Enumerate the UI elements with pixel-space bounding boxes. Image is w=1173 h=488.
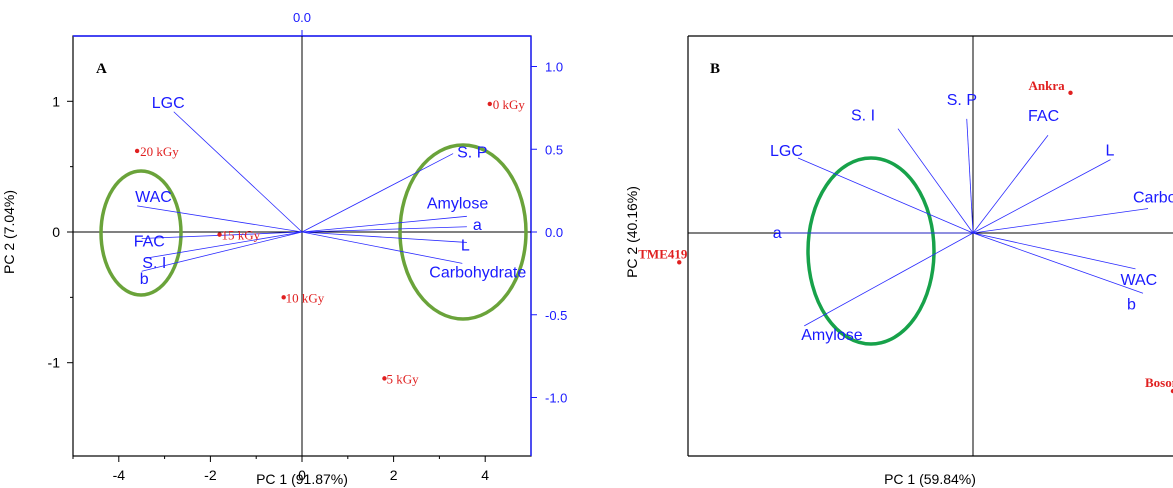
panel-b-point-bosom-nsia xyxy=(1170,388,1173,394)
panel-a-loading-label-carbohydrate: Carbohydrate xyxy=(429,264,526,281)
panel-a-point-label-15-kgy: 15 kGy xyxy=(222,228,261,243)
panel-a-loading-vector-lgc xyxy=(173,111,303,233)
panel-a-loading-vector-s-i xyxy=(146,231,303,259)
panel-a-loading-vector-a xyxy=(301,226,467,233)
panel-b-loading-label-b: b xyxy=(1127,296,1136,313)
panel-a-top-tick: 0.0 xyxy=(293,10,311,25)
panel-b-loading-label-a: a xyxy=(773,225,782,242)
panel-a-point-0-kgy xyxy=(487,101,492,107)
panel-a-loading-vector-wac xyxy=(137,205,303,233)
panel-b-loading-label-wac: WAC xyxy=(1121,272,1158,289)
panel-b-loading-vector-s-i xyxy=(897,128,974,234)
panel-a-loading-vector-b xyxy=(141,231,303,272)
panel-a-loading-label-amylose: Amylose xyxy=(427,195,488,212)
panel-a-loading-vector-s-p xyxy=(301,153,454,233)
panel-b-point-tme419 xyxy=(677,260,682,265)
panel-a-point-label-10-kgy: 10 kGy xyxy=(286,290,325,305)
panel-a-loading-label-b: b xyxy=(140,271,149,288)
panel-b-loading-vector-l xyxy=(972,159,1111,234)
panel-b-loading-vector-carbohydrate xyxy=(972,208,1149,234)
panel-b-loading-label-fac: FAC xyxy=(1028,108,1059,125)
panel-a-point-15-kgy xyxy=(217,232,222,237)
panel-a-y-tick-label: 0 xyxy=(52,224,60,240)
panel-a-loading-vector-fac xyxy=(141,231,303,239)
panel-a-loading-label-fac: FAC xyxy=(134,234,165,251)
panel-a-x-tick-label: -2 xyxy=(204,467,217,483)
panel-a-right-tick-label: -1.0 xyxy=(545,391,567,406)
panel-b-loading-vector-s-p xyxy=(966,118,974,234)
panel-b-label: B xyxy=(710,61,720,77)
panel-b-ellipse xyxy=(806,156,936,346)
panel-a-loading-label-s-i: S. I xyxy=(142,255,166,272)
panel-b: B PC 1 (59.84%) PC 2 (40.16%) LGC a Amylos… xyxy=(624,35,1173,487)
panel-a-loading-label-lgc: LGC xyxy=(152,95,185,112)
panel-b-ylabel: PC 2 (40.16%) xyxy=(624,186,640,278)
panel-a-right-ellipse xyxy=(398,143,528,321)
panel-a-point-10-kgy xyxy=(281,295,286,300)
panel-a-left-ellipse xyxy=(99,169,183,297)
panel-a-x-tick-label: -4 xyxy=(113,467,126,483)
panel-a-loading-vector-carbohydrate xyxy=(301,231,463,264)
panel-b-loading-vector-amylose xyxy=(804,232,974,327)
panel-a-ylabel: PC 2 (7.04%) xyxy=(1,190,17,274)
panel-a-right-tick-label: 1.0 xyxy=(545,60,563,75)
panel-b-loading-label-l: L xyxy=(1106,143,1115,160)
panel-b-loading-label-carbohydrate: Carbohydrate xyxy=(1133,190,1173,207)
panel-b-loading-vector-wac xyxy=(972,232,1136,270)
panel-b-point-label-tme419: TME419 xyxy=(638,246,688,261)
panel-a-label: A xyxy=(96,61,107,77)
panel-a-point-5-kgy xyxy=(382,376,387,381)
panel-a-x-tick-label: 0 xyxy=(298,467,306,483)
panel-b-loading-vector-fac xyxy=(972,134,1049,234)
panel-a-point-label-5-kgy: 5 kGy xyxy=(386,371,419,386)
panel-a-y-tick-label: 1 xyxy=(52,93,60,109)
panel-b-point-ankra xyxy=(1068,90,1073,96)
panel-b-loading-label-amylose: Amylose xyxy=(801,327,862,344)
panel-b-loading-vector-b xyxy=(972,232,1144,294)
panel-b-loading-vector-lgc xyxy=(797,157,974,234)
panel-a-right-tick-label: -0.5 xyxy=(545,308,567,323)
panel-a-right-tick-label: 0.5 xyxy=(545,142,563,157)
panel-a-point-20-kgy xyxy=(134,148,140,154)
panel-a-loading-label-a: a xyxy=(473,217,482,234)
panel-a-loading-label-s-p: S. P xyxy=(457,145,487,162)
panel-a-loading-vector-amylose xyxy=(301,215,467,233)
panel-a-loading-vector-l xyxy=(301,231,467,243)
panel-b-point-label-ankra: Ankra xyxy=(1029,78,1066,93)
panel-a-point-label-0-kgy: 0 kGy xyxy=(493,97,526,112)
panel-a-xlabel: PC 1 (91.87%) xyxy=(256,471,348,487)
panel-b-loading-label-lgc: LGC xyxy=(770,143,803,160)
panel-a-loading-label-wac: WAC xyxy=(135,189,172,206)
panel-b-loading-label-s-p: S. P xyxy=(947,92,977,109)
panel-b-xlabel: PC 1 (59.84%) xyxy=(884,471,976,487)
panel-b-loading-label-s-i: S. I xyxy=(851,108,875,125)
panel-a-x-tick-label: 4 xyxy=(481,467,489,483)
panel-a-point-label-20-kgy: 20 kGy xyxy=(140,144,179,159)
panel-a-loading-label-l: L xyxy=(461,237,470,254)
panel-b-point-label-bosom-nsia: Bosom nsia xyxy=(1145,375,1173,390)
panel-a-y-tick-label: -1 xyxy=(48,355,61,371)
panel-a: A 0.0 PC 1 (91.87%) PC 2 (7.04%) -4 -2 0 2 4… xyxy=(1,10,567,487)
panel-a-right-tick-label: 0.0 xyxy=(545,225,563,240)
panel-a-x-tick-label: 2 xyxy=(390,467,398,483)
